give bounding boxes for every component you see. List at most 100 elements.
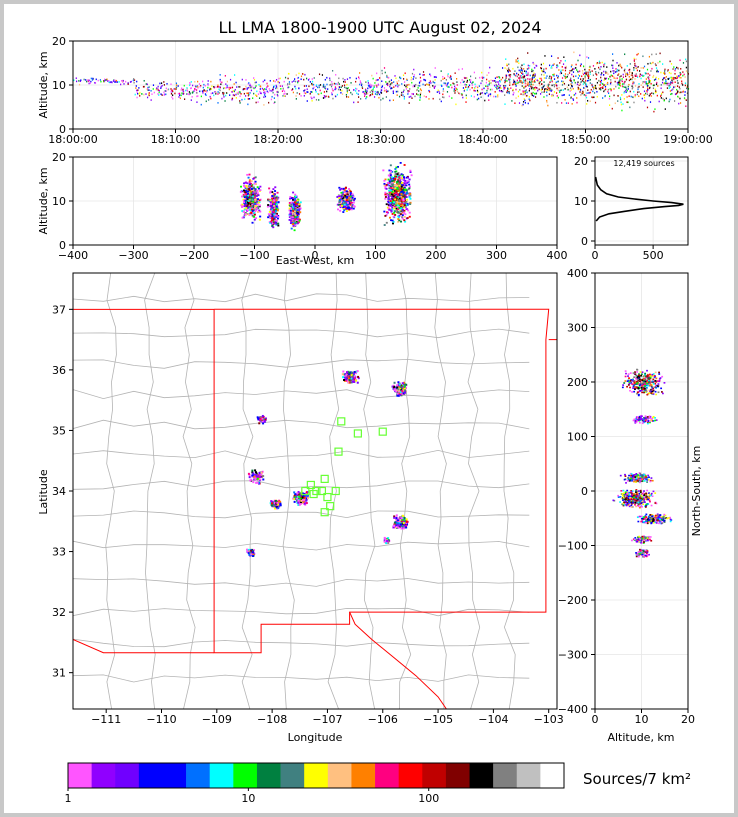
altitude-time-source [534, 75, 536, 77]
northsouth-altitude-source [643, 390, 646, 393]
altitude-time-source [376, 79, 378, 81]
altitude-eastwest-source [251, 214, 254, 217]
altitude-time-source [613, 77, 615, 79]
altitude-eastwest-source [292, 191, 295, 194]
altitude-time-source [329, 77, 331, 80]
altitude-time-source [440, 70, 442, 72]
altitude-time-source [377, 84, 380, 87]
altitude-time-source [616, 62, 618, 64]
altitude-eastwest-source [405, 196, 408, 198]
altitude-time-source [319, 89, 321, 92]
altitude-eastwest-source [398, 187, 401, 190]
altitude-time-source [481, 80, 483, 82]
altitude-time-source [201, 90, 204, 92]
altitude-eastwest-source [341, 199, 344, 202]
altitude-time-source [657, 62, 659, 64]
altitude-time-source [220, 83, 222, 86]
altitude-time-source [577, 86, 579, 89]
altitude-time-source [649, 93, 651, 95]
altitude-time-source [551, 89, 553, 91]
altitude-time-source [615, 68, 617, 70]
altitude-eastwest-source [400, 185, 403, 188]
altitude-time-source [433, 76, 436, 78]
altitude-time-source [317, 92, 319, 95]
altitude-time-source [509, 81, 511, 83]
altitude-eastwest-source [349, 198, 352, 200]
altitude-time-source [481, 77, 484, 80]
altitude-eastwest-source [267, 216, 270, 219]
altitude-time-source [430, 82, 432, 84]
altitude-time-source [207, 80, 209, 82]
altitude-time-source [531, 77, 533, 79]
altitude-time-source [264, 95, 267, 98]
altitude-time-source [231, 90, 233, 93]
map-source [260, 475, 263, 478]
altitude-time-source [202, 91, 204, 94]
altitude-time-source [490, 82, 492, 84]
altitude-eastwest-source [254, 210, 257, 213]
map-source [352, 375, 355, 378]
altitude-time-source [557, 75, 560, 78]
altitude-time-source [624, 86, 626, 88]
altitude-time-source [529, 99, 531, 102]
altitude-eastwest-source [397, 220, 400, 223]
northsouth-altitude-source [636, 371, 638, 373]
altitude-eastwest-source [344, 200, 347, 203]
altitude-time-source [361, 87, 364, 90]
altitude-time-source [111, 81, 113, 84]
map-source [296, 492, 299, 495]
altitude-time-source [515, 82, 517, 85]
altitude-time-source [325, 87, 327, 90]
altitude-time-source [582, 72, 584, 75]
altitude-time-source [564, 88, 566, 90]
altitude-eastwest-source [348, 196, 351, 199]
altitude-eastwest-source [398, 199, 401, 202]
map-source [258, 481, 261, 484]
altitude-time-source [322, 85, 324, 87]
altitude-time-source [189, 83, 191, 86]
map-source [307, 494, 310, 497]
altitude-time-source [621, 109, 623, 112]
altitude-time-source [659, 60, 661, 63]
altitude-time-source [293, 80, 295, 82]
altitude-time-source [679, 59, 681, 62]
altitude-time-source [311, 82, 313, 85]
altitude-time-source [327, 95, 330, 98]
altitude-eastwest-source [254, 180, 257, 183]
altitude-time-source [89, 82, 91, 84]
altitude-time-source [555, 84, 558, 87]
altitude-time-source [538, 82, 541, 85]
altitude-time-source [532, 91, 534, 94]
altitude-eastwest-source [244, 192, 247, 195]
altitude-eastwest-source [390, 205, 393, 207]
map-source [253, 478, 256, 481]
altitude-eastwest-source [349, 192, 352, 194]
map-source [259, 474, 262, 477]
altitude-time-source [153, 91, 155, 94]
altitude-time-source [672, 76, 674, 79]
altitude-time-source [410, 78, 412, 81]
map-source [398, 386, 401, 389]
altitude-time-source [174, 92, 176, 95]
altitude-time-source [552, 73, 554, 76]
altitude-time-source [537, 79, 539, 82]
map-source [349, 381, 352, 384]
altitude-time-source [501, 67, 504, 69]
altitude-time-source [588, 92, 590, 94]
altitude-time-source [674, 76, 676, 79]
altitude-time-source [456, 90, 459, 93]
lma-station-marker [334, 447, 343, 456]
northsouth-altitude-source [652, 373, 655, 375]
altitude-eastwest-source [254, 206, 257, 209]
altitude-time-source [498, 83, 500, 85]
altitude-time-source [170, 92, 173, 95]
altitude-time-source [487, 84, 489, 87]
northsouth-altitude-source [639, 371, 642, 373]
altitude-time-source [570, 77, 572, 80]
northsouth-altitude-source [630, 382, 633, 384]
map-source [253, 552, 256, 555]
altitude-time-source [671, 82, 674, 84]
altitude-eastwest-source [398, 214, 401, 217]
map-source [305, 497, 308, 500]
altitude-eastwest-source [273, 215, 276, 217]
